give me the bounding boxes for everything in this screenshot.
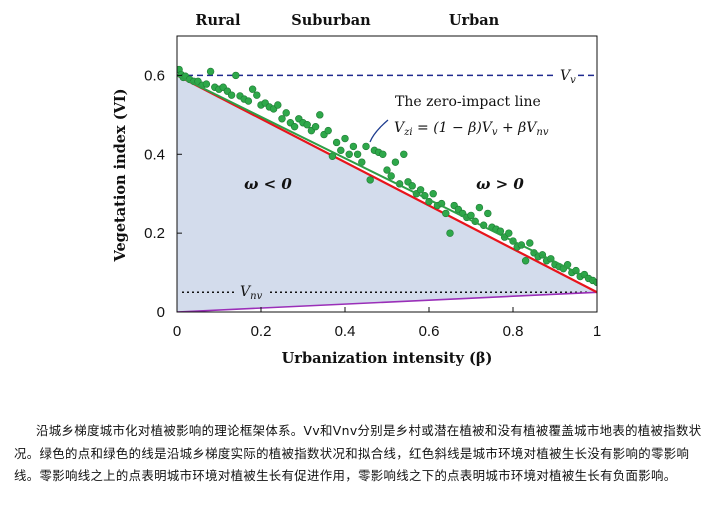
purple-line (177, 291, 597, 312)
formula-subscript: nv (536, 127, 548, 138)
data-point (484, 209, 492, 218)
data-point (337, 146, 345, 155)
data-point (227, 91, 236, 99)
formula-text: V (394, 120, 406, 136)
y-tick-label: 0 (157, 304, 165, 321)
data-point (446, 229, 454, 237)
zone-label-rural: Rural (195, 12, 241, 29)
data-point (408, 182, 416, 190)
formula-pointer (369, 119, 389, 143)
data-point (387, 172, 395, 180)
vnv-label-sub: nv (250, 291, 262, 302)
formula-subscript: v (492, 127, 498, 138)
omega-positive-label: ω > 0 (476, 175, 524, 193)
shaded-region (177, 75, 597, 312)
data-point (274, 101, 282, 109)
data-point (362, 142, 370, 151)
data-point (521, 257, 530, 265)
x-axis-title: Urbanization intensity (β) (282, 350, 493, 367)
data-point (316, 111, 324, 119)
vv-label: Vv (560, 68, 576, 86)
data-point (290, 122, 299, 131)
omega-negative-label: ω < 0 (244, 175, 292, 193)
data-point (278, 115, 286, 123)
x-tick-label: 1 (593, 323, 601, 340)
x-tick-label: 0.8 (503, 323, 524, 340)
data-point (244, 97, 253, 105)
figure-caption: 沿城乡梯度城市化对植被影响的理论框架体系。Vv和Vnv分别是乡村或潜在植被和没有… (14, 423, 702, 483)
data-point (345, 150, 353, 158)
x-tick-label: 0 (173, 323, 181, 340)
data-point (232, 71, 240, 80)
x-tick-label: 0.4 (335, 323, 356, 340)
zone-label-urban: Urban (449, 12, 500, 29)
data-point (366, 176, 374, 184)
chart-lines (177, 74, 597, 312)
y-tick-label: 0.6 (144, 67, 165, 84)
formula-text: = (1 − β)V (413, 120, 494, 136)
data-point (505, 229, 513, 237)
zero-impact-label: The zero-impact line (395, 94, 541, 110)
data-point (202, 80, 211, 88)
data-point (332, 138, 341, 147)
data-point (253, 91, 261, 99)
data-point (248, 85, 257, 93)
y-axis-title: Vegetation index (VI) (112, 89, 129, 263)
data-point (311, 122, 320, 131)
vv-label-sub: v (570, 75, 576, 86)
shaded-area (177, 75, 597, 312)
data-point (475, 203, 484, 212)
data-point (206, 67, 215, 76)
axis-ticks: 0 0.2 0.4 0.6 0.8 1 0 0.2 0.4 0.6 (144, 67, 601, 340)
zone-label-suburban: Suburban (291, 12, 371, 29)
data-point (379, 150, 387, 158)
y-tick-label: 0.4 (144, 146, 165, 163)
data-point (400, 150, 408, 158)
data-point (526, 239, 534, 247)
data-point (429, 190, 437, 198)
data-point (383, 166, 391, 174)
data-point (391, 158, 400, 166)
data-point (324, 126, 332, 135)
chart: 0 0.2 0.4 0.6 0.8 100.20.40.6 Rural Suburban … (112, 12, 601, 367)
zero-impact-formula: Vzi = (1 − β)Vv + βVnv (394, 120, 549, 138)
y-tick-label: 0.2 (144, 225, 165, 242)
x-tick-label: 0.2 (251, 323, 272, 340)
data-point (349, 142, 358, 151)
x-tick-label: 0.6 (419, 323, 440, 340)
formula-text: + βV (498, 120, 539, 136)
data-point (303, 121, 311, 129)
data-point (467, 211, 475, 220)
zero-impact-line (177, 74, 597, 294)
data-point (341, 134, 349, 143)
fit-line (177, 74, 597, 284)
data-points (177, 65, 597, 287)
data-point (282, 109, 290, 117)
data-point (442, 209, 450, 218)
data-point (416, 186, 425, 194)
plot-frame (176, 35, 598, 313)
data-point (353, 150, 362, 158)
formula-subscript: zi (403, 127, 412, 138)
